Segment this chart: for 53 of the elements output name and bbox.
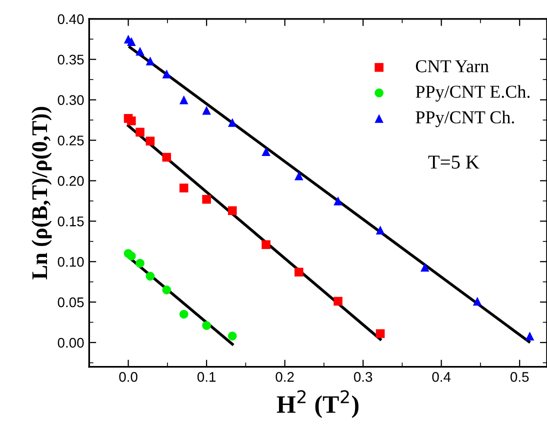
point (162, 152, 172, 162)
y-tick-label: 0.10 (58, 256, 84, 267)
point (376, 329, 385, 338)
point (127, 116, 136, 126)
point (127, 37, 136, 46)
point (162, 286, 172, 294)
annotation: T=5 K (428, 156, 480, 169)
x-axis-title: H$^{2}$ (T$^{2}$) (276, 390, 358, 418)
point (146, 136, 155, 146)
y-axis-title: Ln (ρ(B,T)/ρ(0,T)) (32, 106, 52, 280)
y-tick-label: 0.35 (58, 54, 84, 65)
point (146, 56, 155, 66)
x-tick-label: 0.0 (119, 372, 138, 382)
point (420, 262, 430, 272)
x-tick-label: 0.2 (276, 372, 294, 382)
x-tick-label: 0.5 (510, 372, 529, 382)
y-tick-label: 0.20 (58, 176, 84, 186)
legend-label: PPy/CNT Ch. (416, 110, 514, 128)
point (262, 240, 270, 250)
point (228, 206, 237, 216)
point (376, 226, 385, 234)
point (202, 321, 211, 330)
legend-label: PPy/CNT E.Ch. (416, 85, 530, 102)
x-tick-label: 0.3 (354, 372, 372, 382)
y-tick-label: 0.00 (58, 338, 84, 348)
point (146, 272, 155, 281)
legend-label: CNT Yarn (416, 60, 489, 72)
point (334, 196, 342, 206)
point (262, 147, 270, 156)
point (472, 296, 482, 306)
point (334, 296, 342, 306)
point (127, 252, 136, 260)
point (136, 46, 144, 56)
point (525, 332, 534, 340)
x-tick-label: 0.4 (432, 372, 451, 382)
point (179, 95, 188, 104)
point (202, 194, 211, 204)
y-tick-label: 0.30 (58, 95, 84, 105)
point (294, 171, 304, 180)
y-tick-label: 0.40 (58, 14, 84, 24)
point (294, 268, 304, 277)
point (179, 310, 188, 319)
point (136, 258, 144, 268)
point (202, 106, 211, 115)
point (228, 332, 237, 340)
y-tick-label: 0.05 (58, 297, 84, 308)
point (179, 184, 188, 192)
point (162, 70, 172, 78)
point (228, 118, 237, 127)
y-tick-label: 0.15 (58, 216, 84, 226)
x-tick-label: 0.1 (197, 372, 216, 382)
point (136, 128, 144, 137)
y-tick-label: 0.25 (58, 136, 84, 146)
